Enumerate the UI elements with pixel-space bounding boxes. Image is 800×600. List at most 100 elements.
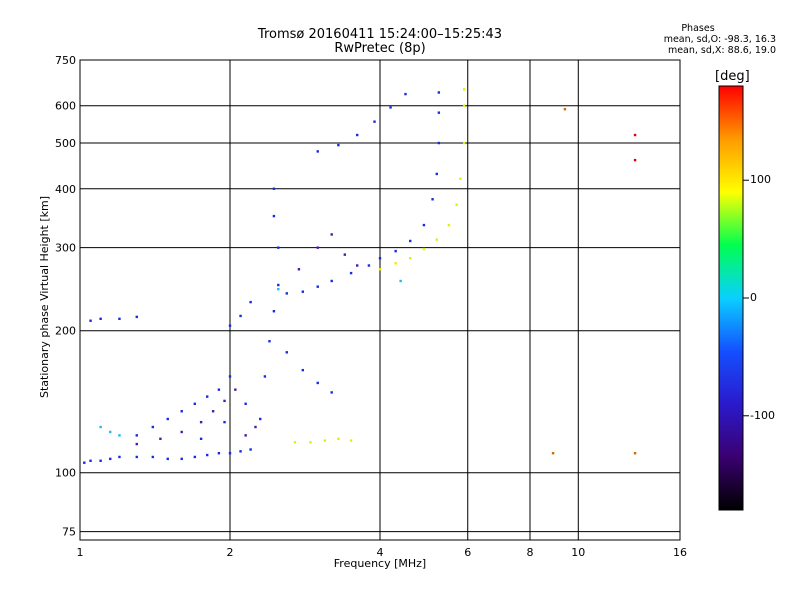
data-point bbox=[223, 420, 226, 424]
y-tick-label: 600 bbox=[55, 100, 76, 113]
data-point bbox=[633, 451, 637, 455]
data-point bbox=[89, 319, 92, 322]
phase-stats: Phases mean, sd,O: -98.3, 16.3 mean, sd,… bbox=[560, 23, 776, 56]
data-point bbox=[394, 262, 397, 265]
phase-stats-o: mean, sd,O: -98.3, 16.3 bbox=[663, 34, 776, 45]
data-point bbox=[118, 317, 121, 320]
data-point bbox=[259, 417, 262, 421]
data-point bbox=[205, 453, 209, 457]
data-point bbox=[455, 203, 458, 206]
data-point bbox=[409, 239, 412, 243]
data-point bbox=[373, 120, 376, 123]
data-point bbox=[323, 439, 327, 442]
data-point bbox=[135, 315, 138, 319]
data-point bbox=[316, 246, 319, 249]
data-point bbox=[355, 264, 359, 267]
data-point bbox=[277, 287, 280, 291]
data-point bbox=[330, 279, 333, 283]
data-points bbox=[83, 88, 637, 464]
data-point bbox=[199, 437, 203, 441]
axis-ticks: 1 2 4 6 8 10 16 75 100 200 300 400 500 600 750 bbox=[55, 54, 687, 559]
data-point bbox=[633, 158, 637, 162]
data-point bbox=[349, 271, 353, 275]
data-point bbox=[180, 430, 183, 434]
data-point bbox=[151, 425, 155, 429]
data-point bbox=[437, 111, 441, 114]
data-point bbox=[118, 434, 121, 437]
data-point bbox=[135, 455, 138, 459]
data-point bbox=[244, 434, 247, 437]
data-point bbox=[263, 375, 267, 378]
colorbar-tick-label: -100 bbox=[750, 408, 775, 422]
colorbar-ticks bbox=[743, 179, 749, 417]
data-point bbox=[199, 420, 203, 424]
data-point bbox=[367, 264, 371, 267]
data-point bbox=[409, 256, 412, 260]
data-point bbox=[228, 375, 232, 378]
data-point bbox=[244, 402, 247, 405]
data-point bbox=[293, 441, 297, 444]
data-point bbox=[309, 441, 312, 444]
data-point bbox=[330, 391, 333, 394]
data-point bbox=[205, 395, 209, 398]
data-point bbox=[239, 314, 242, 318]
data-point bbox=[285, 351, 288, 354]
data-point bbox=[404, 92, 407, 96]
x-axis-label: Frequency [MHz] bbox=[333, 557, 427, 570]
data-point bbox=[180, 457, 183, 461]
data-point bbox=[330, 233, 333, 236]
data-point bbox=[633, 133, 637, 137]
data-point bbox=[109, 430, 112, 434]
data-point bbox=[272, 187, 276, 190]
data-point bbox=[355, 133, 359, 137]
x-tick-label: 16 bbox=[673, 546, 687, 559]
colorbar-tick-label: 0 bbox=[750, 291, 757, 304]
y-tick-label: 750 bbox=[55, 54, 76, 67]
data-point bbox=[239, 450, 242, 453]
x-tick-label: 10 bbox=[571, 546, 585, 559]
x-tick-label: 4 bbox=[377, 546, 384, 559]
data-point bbox=[109, 457, 112, 461]
data-point bbox=[166, 417, 169, 421]
colorbar-tick-label: 100 bbox=[750, 173, 771, 187]
data-point bbox=[563, 107, 567, 111]
data-point bbox=[118, 455, 121, 459]
phase-stats-x: mean, sd,X: 88.6, 19.0 bbox=[667, 45, 776, 56]
chart-title: Tromsø 20160411 15:24:00–15:25:43 bbox=[257, 27, 503, 42]
colorbar bbox=[718, 85, 744, 511]
data-point bbox=[343, 253, 347, 256]
y-tick-label: 500 bbox=[55, 137, 76, 150]
data-point bbox=[437, 141, 441, 145]
data-point bbox=[135, 442, 138, 446]
data-point bbox=[297, 268, 301, 271]
y-axis-label: Stationary phase Virtual Height [km] bbox=[38, 195, 51, 398]
data-point bbox=[389, 106, 392, 109]
data-point bbox=[435, 238, 438, 241]
data-point bbox=[337, 143, 340, 147]
data-point bbox=[135, 434, 138, 437]
chart-subtitle: RwPretec (8p) bbox=[334, 41, 426, 56]
data-point bbox=[316, 285, 319, 288]
data-point bbox=[217, 451, 221, 455]
data-point bbox=[89, 459, 92, 462]
data-point bbox=[316, 150, 319, 153]
data-point bbox=[151, 455, 155, 459]
y-tick-label: 100 bbox=[55, 467, 76, 480]
data-point bbox=[217, 388, 221, 391]
y-tick-label: 400 bbox=[55, 183, 76, 196]
data-point bbox=[254, 425, 257, 429]
data-point bbox=[211, 410, 215, 413]
data-point bbox=[462, 141, 466, 145]
y-tick-label: 200 bbox=[55, 325, 76, 338]
data-point bbox=[272, 310, 276, 313]
data-point bbox=[99, 459, 102, 462]
colorbar-unit: [deg] bbox=[715, 69, 750, 84]
x-tick-label: 2 bbox=[227, 546, 234, 559]
data-point bbox=[99, 317, 102, 320]
data-point bbox=[551, 451, 555, 455]
data-point bbox=[431, 198, 434, 201]
data-point bbox=[249, 300, 252, 304]
data-point bbox=[277, 283, 280, 287]
y-tick-label: 300 bbox=[55, 242, 76, 255]
